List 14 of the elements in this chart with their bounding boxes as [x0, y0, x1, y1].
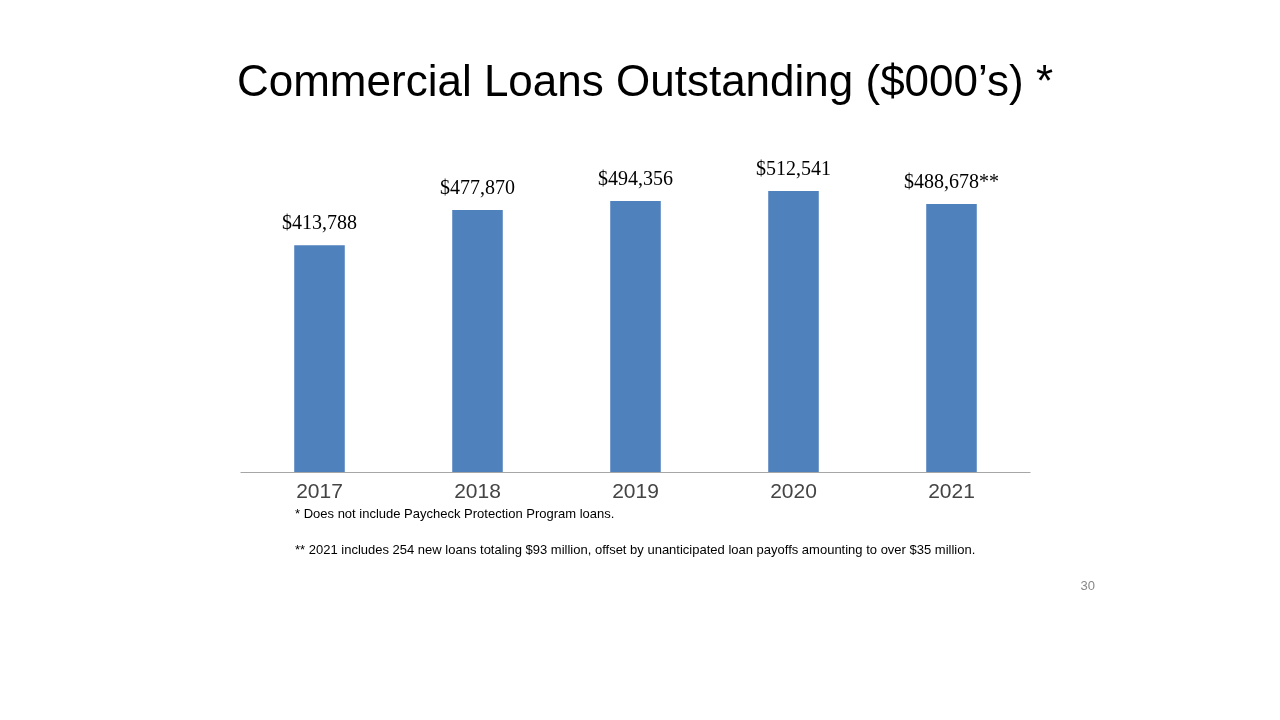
- x-tick-label: 2018: [454, 478, 501, 502]
- data-label: $477,870: [440, 175, 515, 198]
- x-tick-label: 2019: [612, 478, 659, 502]
- data-label: $512,541: [756, 156, 831, 179]
- text: 30: [1080, 577, 1095, 595]
- x-tick-label: 2020: [770, 478, 817, 502]
- x-tick-label: 2021: [928, 478, 975, 502]
- data-label: $494,356: [598, 166, 673, 189]
- chart-title: Commercial Loans Outstanding ($000’s) *: [236, 55, 1054, 107]
- text: ** 2021 includes 254 new loans totaling $93 million, offset by unanticipated loan payoffs amounting to over $35 million.: [295, 541, 976, 559]
- x-tick-label: 2017: [296, 478, 343, 502]
- data-label: $488,678**: [904, 170, 999, 193]
- data-label: $413,788: [282, 211, 357, 234]
- text: * Does not include Paycheck Protection Program loans.: [295, 505, 615, 523]
